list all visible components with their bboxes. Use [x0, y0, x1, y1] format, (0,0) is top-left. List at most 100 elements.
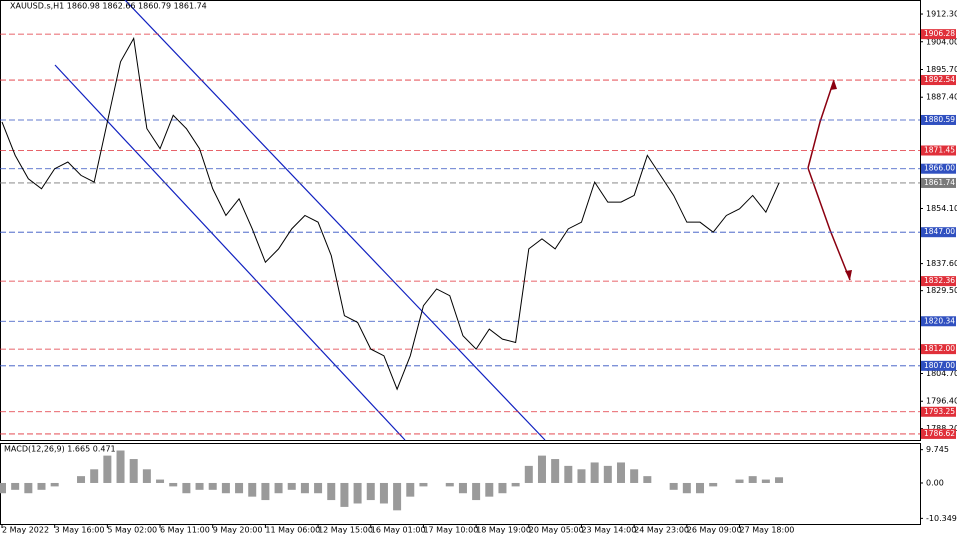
x-tick-label: 16 May 01:00	[371, 526, 426, 535]
x-tick-label: 24 May 23:00	[634, 526, 689, 535]
x-tick-label: 20 May 05:00	[529, 526, 584, 535]
macd-bar	[419, 482, 428, 487]
macd-bar	[498, 482, 507, 494]
up-arrow	[807, 79, 835, 169]
y-tick-label: 1912.30	[926, 10, 957, 19]
macd-bar	[156, 479, 165, 483]
macd-bar	[472, 482, 481, 501]
macd-bar	[379, 482, 388, 504]
level-label-box	[921, 344, 956, 355]
level-label-box	[921, 29, 956, 40]
x-tick-label: 18 May 19:00	[476, 526, 531, 535]
level-label: 1786.62	[924, 429, 955, 438]
macd-bar	[366, 482, 375, 501]
macd-bar	[235, 482, 244, 494]
x-tick-label: 9 May 20:00	[213, 526, 263, 535]
macd-bar	[129, 459, 138, 483]
macd-bar	[643, 476, 652, 483]
channel-line	[124, 0, 546, 441]
macd-bar	[564, 465, 573, 483]
macd-bar	[248, 482, 257, 497]
level-label-box	[921, 177, 956, 188]
x-tick-label: 17 May 10:00	[423, 526, 478, 535]
level-label: 1812.00	[924, 344, 955, 353]
macd-bar	[551, 459, 560, 483]
macd-bar	[485, 482, 494, 497]
channel-line	[54, 64, 406, 441]
macd-bar	[735, 479, 744, 483]
macd-bar	[327, 482, 336, 501]
macd-bar	[182, 482, 191, 494]
x-tick-label: 26 May 09:00	[687, 526, 742, 535]
level-label: 1861.74	[924, 178, 955, 187]
y-tick-label: 1804.70	[926, 369, 957, 378]
arrow-head	[830, 80, 837, 90]
level-label: 1847.00	[924, 227, 955, 236]
macd-bar	[142, 469, 151, 483]
macd-title: MACD(12,26,9) 1.665 0.471	[4, 445, 116, 454]
level-label: 1832.36	[924, 276, 955, 285]
macd-tick-label: 0.00	[926, 478, 944, 487]
macd-bar	[445, 482, 454, 487]
y-tick-label: 1829.50	[926, 286, 957, 295]
macd-bar	[50, 482, 59, 487]
x-tick-label: 23 May 14:00	[581, 526, 636, 535]
macd-bar	[340, 482, 349, 507]
x-tick-label: 12 May 15:00	[318, 526, 373, 535]
x-tick-label: 2 May 2022	[2, 526, 49, 535]
macd-bar	[616, 462, 625, 483]
level-label: 1880.59	[924, 115, 955, 124]
macd-bar	[709, 482, 718, 487]
macd-bar	[116, 450, 125, 483]
macd-bar	[669, 482, 678, 490]
y-tick-label: 1904.00	[926, 37, 957, 46]
macd-bar	[103, 455, 112, 483]
macd-bar	[696, 482, 705, 494]
level-label-box	[921, 360, 956, 371]
macd-bar	[630, 469, 639, 483]
macd-bar	[274, 482, 283, 494]
macd-bar	[11, 482, 20, 490]
y-tick-label: 1895.70	[926, 65, 957, 74]
y-tick-label: 1796.40	[926, 397, 957, 406]
macd-bar	[761, 479, 770, 483]
macd-tick-label: -10.349	[926, 514, 957, 523]
level-label-box	[921, 75, 956, 86]
x-tick-label: 3 May 16:00	[55, 526, 105, 535]
macd-bar	[287, 482, 296, 490]
macd-bar	[169, 482, 178, 487]
x-tick-label: 27 May 18:00	[740, 526, 795, 535]
macd-bar	[682, 482, 691, 494]
macd-bar	[393, 482, 402, 511]
macd-bar	[524, 465, 533, 483]
level-label-box	[921, 428, 956, 439]
y-tick-label: 1854.10	[926, 204, 957, 213]
macd-bar	[37, 482, 46, 490]
level-label: 1866.00	[924, 164, 955, 173]
level-label: 1906.28	[924, 29, 955, 38]
level-label-box	[921, 316, 956, 327]
macd-bar	[458, 482, 467, 494]
macd-bar	[406, 482, 415, 497]
x-tick-label: 5 May 02:00	[107, 526, 157, 535]
macd-bar	[748, 476, 757, 483]
level-label-box	[921, 406, 956, 417]
macd-bar	[300, 482, 309, 494]
level-label-box	[921, 114, 956, 125]
main-frame	[0, 0, 921, 441]
level-label-box	[921, 276, 956, 287]
y-tick-label: 1788.20	[926, 424, 957, 433]
price-line	[1, 36, 780, 391]
macd-bar	[353, 482, 362, 504]
macd-bar	[261, 482, 270, 501]
macd-bar	[603, 465, 612, 483]
macd-bar	[77, 476, 86, 483]
level-label: 1793.25	[924, 407, 955, 416]
level-label: 1820.34	[924, 316, 955, 325]
macd-bar	[577, 469, 586, 483]
macd-bar	[775, 477, 784, 483]
macd-bar	[590, 462, 599, 483]
level-label: 1807.00	[924, 361, 955, 370]
